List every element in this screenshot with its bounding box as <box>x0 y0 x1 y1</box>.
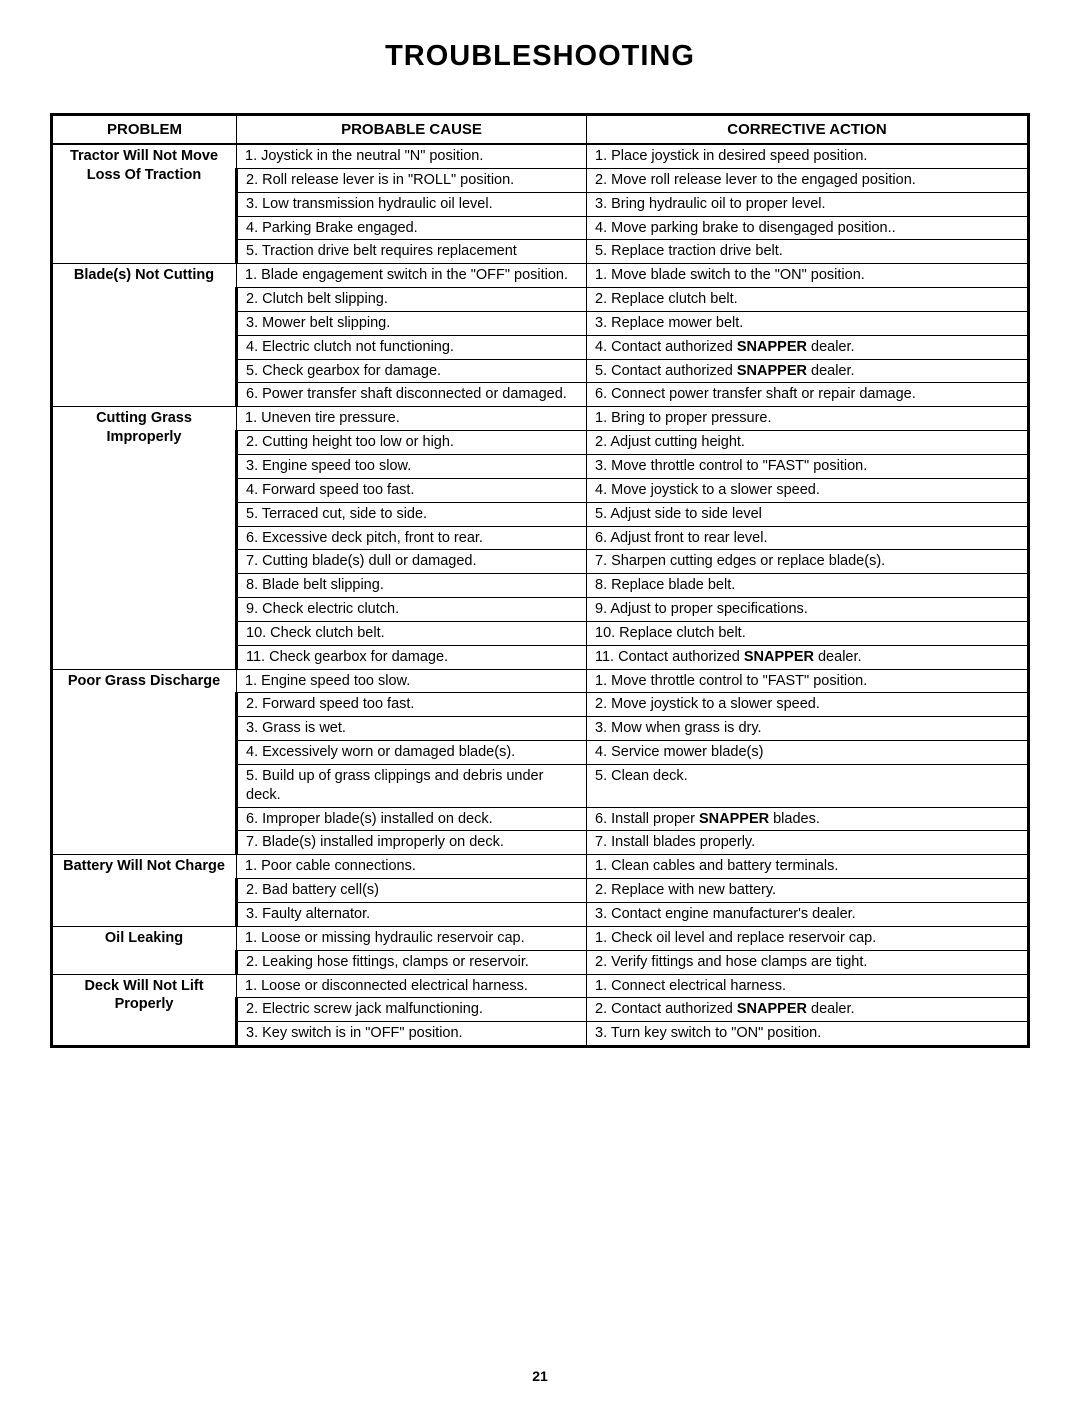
table-row: Deck Will Not LiftProperly1. Loose or di… <box>52 974 1029 998</box>
action-cell: 3. Contact engine manufacturer's dealer. <box>587 903 1029 927</box>
cause-cell: 1. Loose or missing hydraulic reservoir … <box>237 926 587 950</box>
cause-cell: 5. Build up of grass clippings and debri… <box>237 764 587 807</box>
cause-cell: 2. Cutting height too low or high. <box>237 431 587 455</box>
cause-cell: 1. Blade engagement switch in the "OFF" … <box>237 264 587 288</box>
action-cell: 5. Clean deck. <box>587 764 1029 807</box>
cause-cell: 1. Engine speed too slow. <box>237 669 587 693</box>
cause-cell: 6. Excessive deck pitch, front to rear. <box>237 526 587 550</box>
cause-cell: 8. Blade belt slipping. <box>237 574 587 598</box>
action-cell: 3. Bring hydraulic oil to proper level. <box>587 192 1029 216</box>
cause-cell: 3. Engine speed too slow. <box>237 454 587 478</box>
action-cell: 5. Contact authorized SNAPPER dealer. <box>587 359 1029 383</box>
cause-cell: 3. Mower belt slipping. <box>237 311 587 335</box>
problem-cell: Tractor Will Not MoveLoss Of Traction <box>52 144 237 264</box>
cause-cell: 2. Forward speed too fast. <box>237 693 587 717</box>
cause-cell: 7. Blade(s) installed improperly on deck… <box>237 831 587 855</box>
cause-cell: 2. Electric screw jack malfunctioning. <box>237 998 587 1022</box>
problem-cell: Deck Will Not LiftProperly <box>52 974 237 1047</box>
problem-cell: Blade(s) Not Cutting <box>52 264 237 407</box>
cause-cell: 11. Check gearbox for damage. <box>237 645 587 669</box>
cause-cell: 4. Electric clutch not functioning. <box>237 335 587 359</box>
action-cell: 4. Contact authorized SNAPPER dealer. <box>587 335 1029 359</box>
cause-cell: 6. Power transfer shaft disconnected or … <box>237 383 587 407</box>
cause-cell: 10. Check clutch belt. <box>237 621 587 645</box>
action-cell: 8. Replace blade belt. <box>587 574 1029 598</box>
cause-cell: 1. Poor cable connections. <box>237 855 587 879</box>
header-problem: PROBLEM <box>52 115 237 145</box>
page-number: 21 <box>50 1368 1030 1384</box>
table-row: Tractor Will Not MoveLoss Of Traction1. … <box>52 144 1029 168</box>
action-cell: 5. Adjust side to side level <box>587 502 1029 526</box>
action-cell: 1. Bring to proper pressure. <box>587 407 1029 431</box>
problem-cell: Oil Leaking <box>52 926 237 974</box>
cause-cell: 1. Joystick in the neutral "N" position. <box>237 144 587 168</box>
action-cell: 1. Connect electrical harness. <box>587 974 1029 998</box>
cause-cell: 7. Cutting blade(s) dull or damaged. <box>237 550 587 574</box>
table-row: Poor Grass Discharge1. Engine speed too … <box>52 669 1029 693</box>
action-cell: 6. Install proper SNAPPER blades. <box>587 807 1029 831</box>
cause-cell: 3. Key switch is in "OFF" position. <box>237 1022 587 1047</box>
action-cell: 3. Turn key switch to "ON" position. <box>587 1022 1029 1047</box>
action-cell: 1. Place joystick in desired speed posit… <box>587 144 1029 168</box>
problem-cell: Battery Will Not Charge <box>52 855 237 927</box>
action-cell: 11. Contact authorized SNAPPER dealer. <box>587 645 1029 669</box>
action-cell: 2. Move joystick to a slower speed. <box>587 693 1029 717</box>
page-title: TROUBLESHOOTING <box>50 40 1030 73</box>
cause-cell: 9. Check electric clutch. <box>237 598 587 622</box>
action-cell: 3. Mow when grass is dry. <box>587 717 1029 741</box>
action-cell: 3. Replace mower belt. <box>587 311 1029 335</box>
table-row: Battery Will Not Charge1. Poor cable con… <box>52 855 1029 879</box>
action-cell: 2. Replace with new battery. <box>587 879 1029 903</box>
problem-cell: Cutting GrassImproperly <box>52 407 237 669</box>
action-cell: 4. Service mower blade(s) <box>587 741 1029 765</box>
table-row: Cutting GrassImproperly1. Uneven tire pr… <box>52 407 1029 431</box>
action-cell: 3. Move throttle control to "FAST" posit… <box>587 454 1029 478</box>
action-cell: 9. Adjust to proper specifications. <box>587 598 1029 622</box>
cause-cell: 2. Clutch belt slipping. <box>237 288 587 312</box>
action-cell: 1. Check oil level and replace reservoir… <box>587 926 1029 950</box>
cause-cell: 1. Loose or disconnected electrical harn… <box>237 974 587 998</box>
action-cell: 2. Move roll release lever to the engage… <box>587 168 1029 192</box>
action-cell: 2. Contact authorized SNAPPER dealer. <box>587 998 1029 1022</box>
action-cell: 10. Replace clutch belt. <box>587 621 1029 645</box>
cause-cell: 2. Bad battery cell(s) <box>237 879 587 903</box>
cause-cell: 5. Check gearbox for damage. <box>237 359 587 383</box>
cause-cell: 4. Excessively worn or damaged blade(s). <box>237 741 587 765</box>
header-cause: PROBABLE CAUSE <box>237 115 587 145</box>
cause-cell: 3. Grass is wet. <box>237 717 587 741</box>
problem-cell: Poor Grass Discharge <box>52 669 237 855</box>
action-cell: 4. Move joystick to a slower speed. <box>587 478 1029 502</box>
action-cell: 4. Move parking brake to disengaged posi… <box>587 216 1029 240</box>
action-cell: 1. Clean cables and battery terminals. <box>587 855 1029 879</box>
action-cell: 6. Connect power transfer shaft or repai… <box>587 383 1029 407</box>
cause-cell: 2. Roll release lever is in "ROLL" posit… <box>237 168 587 192</box>
cause-cell: 3. Low transmission hydraulic oil level. <box>237 192 587 216</box>
cause-cell: 5. Traction drive belt requires replacem… <box>237 240 587 264</box>
action-cell: 5. Replace traction drive belt. <box>587 240 1029 264</box>
table-row: Blade(s) Not Cutting1. Blade engagement … <box>52 264 1029 288</box>
action-cell: 6. Adjust front to rear level. <box>587 526 1029 550</box>
cause-cell: 3. Faulty alternator. <box>237 903 587 927</box>
action-cell: 1. Move blade switch to the "ON" positio… <box>587 264 1029 288</box>
action-cell: 7. Sharpen cutting edges or replace blad… <box>587 550 1029 574</box>
action-cell: 2. Adjust cutting height. <box>587 431 1029 455</box>
action-cell: 1. Move throttle control to "FAST" posit… <box>587 669 1029 693</box>
action-cell: 7. Install blades properly. <box>587 831 1029 855</box>
header-action: CORRECTIVE ACTION <box>587 115 1029 145</box>
cause-cell: 5. Terraced cut, side to side. <box>237 502 587 526</box>
cause-cell: 4. Parking Brake engaged. <box>237 216 587 240</box>
troubleshooting-table: PROBLEM PROBABLE CAUSE CORRECTIVE ACTION… <box>50 113 1030 1048</box>
cause-cell: 6. Improper blade(s) installed on deck. <box>237 807 587 831</box>
table-row: Oil Leaking1. Loose or missing hydraulic… <box>52 926 1029 950</box>
table-header-row: PROBLEM PROBABLE CAUSE CORRECTIVE ACTION <box>52 115 1029 145</box>
action-cell: 2. Replace clutch belt. <box>587 288 1029 312</box>
cause-cell: 1. Uneven tire pressure. <box>237 407 587 431</box>
action-cell: 2. Verify fittings and hose clamps are t… <box>587 950 1029 974</box>
cause-cell: 4. Forward speed too fast. <box>237 478 587 502</box>
cause-cell: 2. Leaking hose fittings, clamps or rese… <box>237 950 587 974</box>
